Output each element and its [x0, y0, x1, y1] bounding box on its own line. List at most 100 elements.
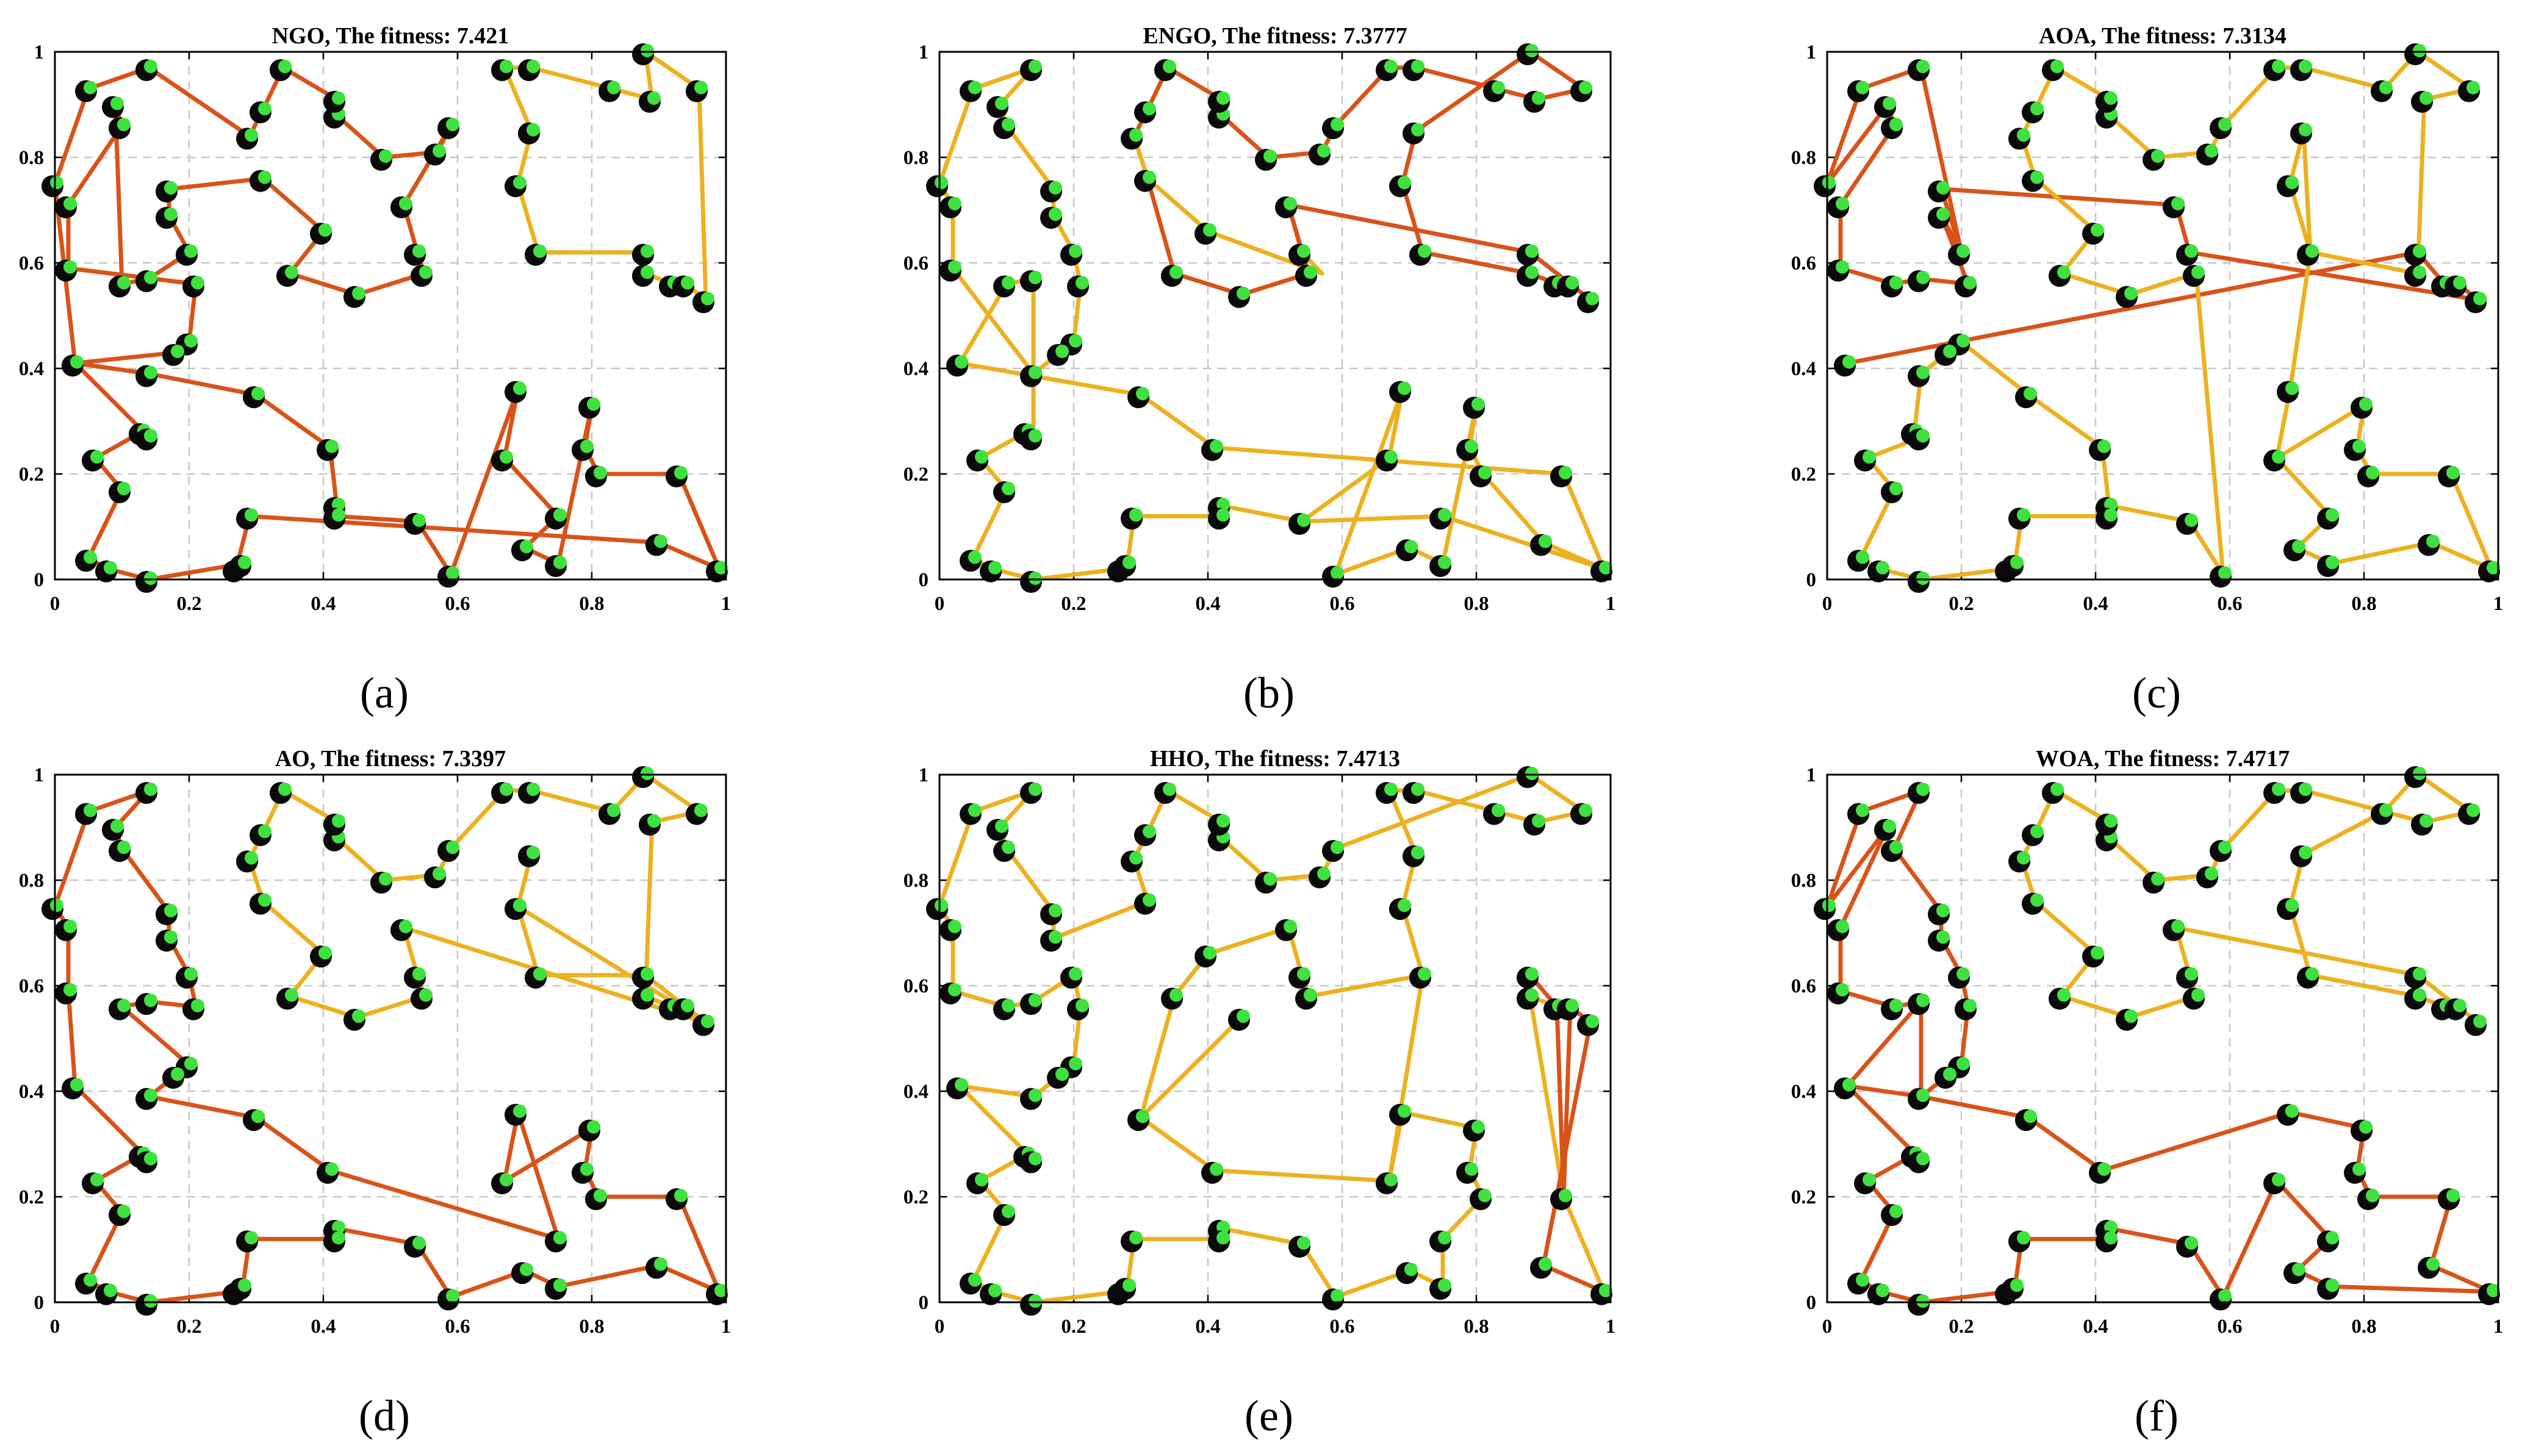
city-node [245, 851, 258, 865]
city-node [332, 1231, 345, 1245]
city-node [1123, 556, 1136, 570]
city-node [1203, 223, 1216, 237]
city-node [332, 508, 345, 522]
y-tick-label: 0 [1806, 569, 1817, 591]
city-node [2185, 967, 2198, 981]
city-node [2413, 767, 2426, 780]
y-tick-label: 0 [1806, 1292, 1817, 1314]
city-node [1029, 1294, 1042, 1308]
plot-area [1827, 775, 2498, 1302]
city-node [2299, 845, 2312, 859]
city-node [144, 993, 157, 1007]
city-node [1297, 1236, 1310, 1250]
city-node [1478, 466, 1492, 479]
city-node [2205, 144, 2218, 158]
city-node [1069, 334, 1082, 348]
city-node [594, 1189, 607, 1202]
city-node [2151, 872, 2165, 886]
city-node [2292, 1263, 2305, 1277]
city-node [2024, 387, 2037, 401]
city-node [1029, 270, 1042, 284]
city-node [1404, 540, 1418, 554]
x-tick-label: 0.8 [1464, 593, 1489, 615]
city-node [513, 1104, 526, 1118]
city-node [1304, 265, 1317, 279]
city-node [2017, 128, 2030, 142]
city-node [70, 1078, 84, 1092]
x-tick-label: 1 [1606, 593, 1616, 615]
city-node [144, 782, 157, 796]
city-node [1963, 999, 1977, 1013]
y-tick-label: 0 [34, 569, 45, 591]
y-tick-label: 0 [34, 1292, 45, 1314]
y-tick-label: 0.8 [904, 147, 929, 169]
city-node [1599, 561, 1612, 575]
city-node [318, 223, 332, 237]
city-node [1559, 1189, 1572, 1202]
x-tick-label: 0.6 [445, 593, 470, 615]
city-node [412, 967, 426, 981]
x-tick-label: 0.6 [1329, 593, 1354, 615]
y-tick-label: 0.4 [19, 358, 44, 380]
city-node [1943, 1067, 1956, 1081]
city-node [1438, 1231, 1451, 1245]
city-node [325, 1162, 339, 1176]
panel-letter: (b) [1243, 669, 1295, 717]
city-node [580, 439, 594, 453]
city-node [1438, 556, 1451, 570]
city-node [1916, 782, 1930, 796]
city-node [995, 819, 1008, 833]
city-node [1856, 81, 1869, 95]
city-node [1532, 91, 1545, 105]
city-node [258, 893, 271, 907]
city-node [1297, 244, 1310, 258]
city-node [641, 767, 654, 780]
city-node [647, 91, 661, 105]
city-node [399, 196, 412, 210]
city-node [948, 196, 961, 210]
city-node [352, 286, 365, 300]
chart-panel-3: 0 0.2 0.4 0.6 0.8 1 0 0.2 0.4 0.6 0.8 1 AOA, The fit… [1791, 23, 2504, 717]
city-node [2030, 893, 2044, 907]
plot-area [939, 775, 1611, 1302]
city-node [1525, 44, 1539, 57]
x-tick-label: 0.4 [311, 593, 336, 615]
city-node [1889, 276, 1903, 290]
city-node [2285, 176, 2299, 190]
y-tick-label: 1 [1806, 764, 1817, 786]
x-tick-label: 0 [50, 1316, 60, 1338]
city-node [84, 81, 97, 95]
x-tick-label: 0.8 [2351, 593, 2376, 615]
city-node [1411, 123, 1424, 137]
y-tick-label: 0.4 [19, 1081, 44, 1103]
city-node [412, 244, 426, 258]
city-node [2191, 265, 2205, 279]
city-node [1163, 782, 1176, 796]
city-node [171, 1067, 184, 1081]
city-node [1143, 170, 1156, 184]
city-node [1438, 1278, 1451, 1293]
city-node [84, 550, 97, 564]
y-tick-label: 1 [34, 764, 45, 786]
city-node [935, 176, 948, 190]
city-node [1129, 1231, 1143, 1245]
city-node [2104, 1231, 2118, 1245]
city-node [513, 176, 526, 190]
city-node [1398, 898, 1411, 913]
city-node [1525, 244, 1539, 258]
city-node [2379, 803, 2393, 817]
city-node [607, 81, 620, 95]
y-tick-label: 1 [919, 764, 929, 786]
city-node [1076, 999, 1089, 1013]
city-node [1471, 1120, 1485, 1134]
city-node [553, 1231, 567, 1245]
city-node [379, 149, 392, 163]
city-node [352, 1009, 365, 1023]
city-node [2285, 898, 2299, 913]
city-node [1565, 999, 1579, 1013]
city-node [513, 381, 526, 395]
city-node [2473, 1014, 2487, 1028]
city-node [1029, 572, 1042, 585]
city-node [2299, 782, 2312, 796]
city-node [191, 276, 204, 290]
